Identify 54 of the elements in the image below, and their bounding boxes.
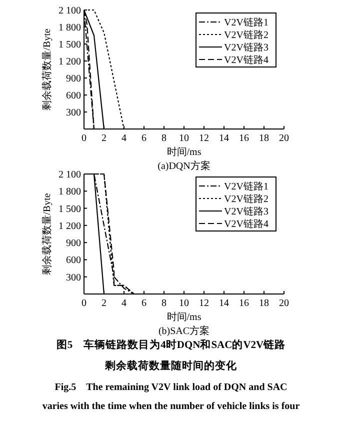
legend-label: V2V链路1 <box>224 180 268 192</box>
y-tick-label: 1 500 <box>58 204 81 215</box>
x-axis-title: 时间/ms <box>166 146 202 158</box>
x-tick-label: 6 <box>142 298 146 309</box>
x-tick-label: 4 <box>122 298 126 309</box>
y-axis-title: 剩余载荷数量/Byte <box>41 192 53 275</box>
x-tick-label: 10 <box>179 298 189 309</box>
x-tick-label: 8 <box>162 133 166 144</box>
x-tick-label: 18 <box>259 298 269 309</box>
legend-label: V2V链路3 <box>224 42 268 54</box>
y-tick-label: 900 <box>66 238 81 250</box>
y-tick-label: 1 500 <box>58 40 81 50</box>
x-tick-label: 16 <box>239 133 249 144</box>
y-tick-label: 1 200 <box>58 220 81 232</box>
x-tick-label: 18 <box>259 133 269 144</box>
caption: Fig.5 The remaining V2V link load of DQN and SAC <box>54 382 288 393</box>
y-tick-label: 900 <box>66 74 81 84</box>
y-tick-label: 1 200 <box>58 56 81 68</box>
y-tick-label: 600 <box>66 90 81 102</box>
x-tick-label: 20 <box>279 298 289 309</box>
x-tick-label: 0 <box>82 133 86 144</box>
x-tick-label: 14 <box>219 133 229 144</box>
x-tick-label: 20 <box>279 133 289 144</box>
x-tick-label: 2 <box>102 298 106 309</box>
x-tick-label: 12 <box>199 133 209 144</box>
y-tick-label: 300 <box>66 272 81 284</box>
legend-label: V2V链路4 <box>224 218 268 230</box>
y-tick-label: 1 800 <box>58 22 81 34</box>
x-tick-label: 12 <box>199 298 209 309</box>
x-tick-label: 2 <box>102 133 106 144</box>
x-tick-label: 6 <box>142 133 146 144</box>
x-tick-label: 0 <box>82 298 86 309</box>
text: (a)DQN方案 <box>158 160 210 172</box>
y-tick-label: 2 100 <box>58 170 81 180</box>
text: 剩余载荷数量随时间的变化 <box>104 359 238 372</box>
x-tick-label: 10 <box>179 133 189 144</box>
legend-label: V2V链路1 <box>224 16 268 28</box>
x-axis-title: 时间/ms <box>166 311 202 323</box>
legend-label: V2V链路2 <box>224 193 268 205</box>
text: (b)SAC方案 <box>158 325 210 337</box>
y-tick-label: 300 <box>66 108 81 118</box>
legend-label: V2V链路4 <box>224 54 268 66</box>
y-tick-label: 1 800 <box>58 186 81 198</box>
y-tick-label: 600 <box>66 255 81 266</box>
x-tick-label: 8 <box>162 298 166 309</box>
legend-label: V2V链路2 <box>224 29 268 41</box>
caption: 图5 车辆链路数目为4时DQN和SAC的V2V链路 <box>56 338 286 351</box>
x-tick-label: 14 <box>219 298 229 309</box>
text: varies with the time when the number of vehicle links is four <box>42 401 300 412</box>
y-tick-label: 2 100 <box>58 6 81 16</box>
y-axis-title: 剩余载荷数量/Byte <box>41 28 53 110</box>
legend-label: V2V链路3 <box>224 206 268 218</box>
x-tick-label: 4 <box>122 133 126 144</box>
x-tick-label: 16 <box>239 298 249 309</box>
